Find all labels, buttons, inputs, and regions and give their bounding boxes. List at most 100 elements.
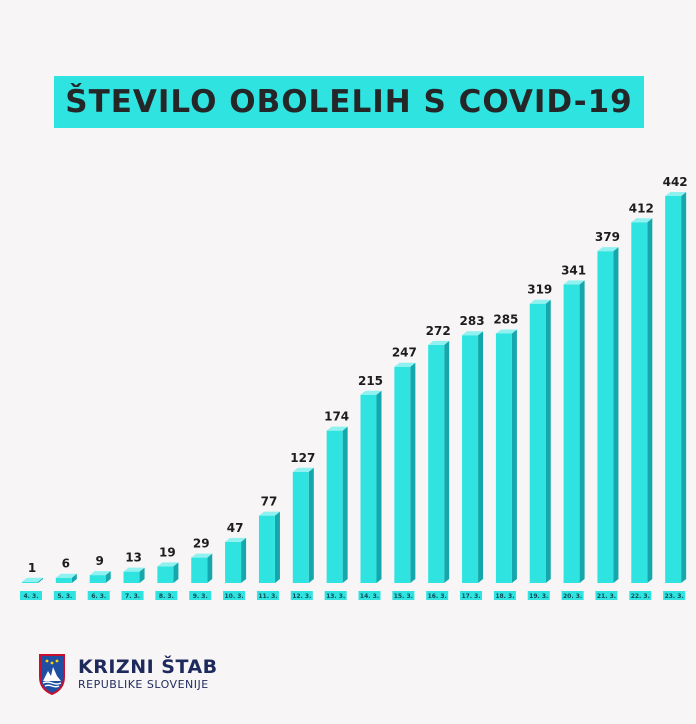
value-label: 319 [527,283,552,297]
bar [225,541,242,583]
value-label: 285 [493,312,518,326]
category-label: 14. 3. [360,593,379,600]
bar-top [123,567,145,572]
bar-top [22,577,43,582]
category-label-band [324,591,347,600]
bar-side [511,329,517,583]
bar-top [495,329,517,334]
category-label: 13. 3. [326,593,345,600]
category-label-band [189,591,212,600]
category-label: 7. 3. [125,593,140,600]
value-label: 47 [227,521,244,535]
bar [495,333,512,583]
category-label-band [358,591,381,600]
title-banner: ŠTEVILO OBOLELIH S COVID-19 [54,76,644,128]
bar [89,575,106,583]
bar [360,394,377,583]
category-label: 6. 3. [91,593,106,600]
bar-side [613,247,619,583]
bar-side [38,577,43,583]
value-label: 77 [261,495,278,509]
value-label: 29 [193,537,210,551]
value-label: 1 [28,561,36,575]
value-label: 442 [663,175,688,189]
bar-side [647,218,653,583]
bar-top [631,218,653,223]
bar-top [326,426,348,431]
bar-side [376,390,382,583]
value-label: 13 [125,551,142,565]
bar [157,566,174,583]
category-label-band [595,591,618,600]
bar [394,366,411,583]
bar-top [529,299,551,304]
bar [326,430,343,583]
category-label: 21. 3. [597,593,616,600]
bar [55,577,72,583]
bar [597,251,614,583]
category-label-band [53,591,76,600]
org-block: KRIZNI ŠTAB REPUBLIKE SLOVENIJE [78,656,218,692]
bar-top [89,571,111,576]
value-label: 9 [96,554,104,568]
value-label: 6 [62,557,70,571]
bar-side [139,567,145,583]
category-label-band [256,591,279,600]
category-label-band [561,591,584,600]
category-label: 22. 3. [631,593,650,600]
category-label: 19. 3. [529,593,548,600]
bar-side [71,573,77,583]
bar-top [394,362,416,367]
category-label-band [223,591,246,600]
value-label: 379 [595,230,620,244]
category-label: 9. 3. [193,593,208,600]
category-label-band [121,591,144,600]
bar [462,335,479,583]
bar-top [665,192,687,196]
value-label: 412 [629,201,654,215]
value-label: 272 [426,324,451,338]
bar-top [428,340,450,345]
category-label-band [460,591,483,600]
bar-top [258,511,280,516]
category-label-band [527,591,550,600]
bar-top [597,247,619,252]
category-label-band [426,591,449,600]
bar [292,471,309,583]
category-label-band [629,591,652,600]
bar-top [292,467,314,472]
value-label: 215 [358,374,383,388]
bar-side [444,340,450,583]
bar [563,284,580,583]
org-name: KRIZNI ŠTAB [78,656,218,678]
bar-top [563,280,585,285]
bar-top [157,562,179,567]
bar-side [207,553,213,583]
footer: KRIZNI ŠTAB REPUBLIKE SLOVENIJE [38,650,218,698]
value-label: 247 [392,346,417,360]
bar-side [241,537,247,583]
category-label-band [290,591,313,600]
category-label: 5. 3. [57,593,72,600]
category-label: 18. 3. [495,593,514,600]
bar-side [579,280,585,583]
category-label-band [663,591,686,600]
category-label-band [87,591,110,600]
bar-side [105,571,111,583]
org-subtitle: REPUBLIKE SLOVENIJE [78,678,209,691]
bar [22,581,38,583]
category-label: 23. 3. [665,593,684,600]
category-label: 16. 3. [428,593,447,600]
category-label-band [155,591,178,600]
category-label: 15. 3. [394,593,413,600]
bar [258,515,275,583]
bar-top [55,573,77,578]
category-label: 17. 3. [461,593,480,600]
bar-side [173,562,179,583]
bar-top [191,553,213,558]
bar [631,222,648,583]
bar-top [360,390,382,395]
bar-side [410,362,416,583]
bar [665,196,682,583]
bar-side [342,426,348,583]
